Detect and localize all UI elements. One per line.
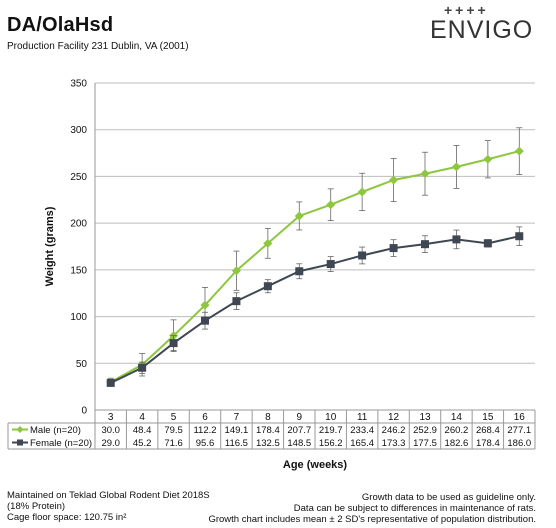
male-point xyxy=(231,266,241,276)
female-point xyxy=(421,240,429,249)
x-tick-label: 8 xyxy=(265,412,271,423)
x-tick-label: 11 xyxy=(357,412,368,423)
female-data-label: 71.6 xyxy=(164,438,183,449)
footer-right-line: Data can be subject to differences in ma… xyxy=(293,503,536,514)
male-data-label: 219.7 xyxy=(319,425,343,436)
male-point xyxy=(263,238,273,248)
female-point xyxy=(358,251,367,260)
male-point xyxy=(200,300,210,310)
female-point xyxy=(106,378,115,387)
female-point xyxy=(515,232,524,241)
footer-left-line: Maintained on Teklad Global Rodent Diet … xyxy=(7,490,210,501)
male-point xyxy=(483,154,493,164)
y-tick-label: 250 xyxy=(70,172,87,183)
female-point xyxy=(452,235,461,244)
female-point xyxy=(389,244,398,253)
female-point xyxy=(263,282,272,291)
x-tick-label: 3 xyxy=(108,412,114,423)
female-legend-label: Female (n=20) xyxy=(30,438,92,449)
female-data-label: 45.2 xyxy=(133,438,152,449)
x-tick-label: 15 xyxy=(482,412,494,423)
x-tick-label: 13 xyxy=(419,412,431,423)
male-data-label: 233.4 xyxy=(350,425,374,436)
female-data-label: 148.5 xyxy=(287,438,311,449)
y-tick-label: 100 xyxy=(70,312,87,323)
male-point xyxy=(326,200,336,210)
male-data-label: 112.2 xyxy=(193,425,216,436)
y-tick-label: 200 xyxy=(70,219,87,230)
female-data-label: 29.0 xyxy=(101,438,120,449)
female-data-label: 178.4 xyxy=(476,438,500,449)
page-title: DA/OlaHsd xyxy=(7,14,114,36)
y-axis-label: Weight (grams) xyxy=(44,206,56,286)
logo-mark: ++++ xyxy=(444,2,489,18)
growth-chart: 0 50 100 150 200 250 300 350 Weight (grams) 3 4 5 6 7… xyxy=(7,79,536,471)
male-point xyxy=(420,169,430,179)
male-point xyxy=(357,187,367,197)
female-data-label: 156.2 xyxy=(319,438,343,449)
footer-right-line: Growth chart includes mean ± 2 SD's repr… xyxy=(208,514,536,525)
footer-left-line: (18% Protein) xyxy=(7,501,66,512)
male-legend-marker xyxy=(16,426,24,433)
male-data-label: 246.2 xyxy=(382,425,406,436)
x-tick-label: 10 xyxy=(325,412,337,423)
male-data-label: 277.1 xyxy=(507,425,531,436)
x-tick-label: 9 xyxy=(297,412,303,423)
female-data-label: 132.5 xyxy=(256,438,280,449)
female-data-label: 173.3 xyxy=(382,438,406,449)
male-data-label: 30.0 xyxy=(101,425,120,436)
x-tick-label: 14 xyxy=(451,412,463,423)
x-tick-label: 7 xyxy=(234,412,240,423)
male-point xyxy=(451,162,461,172)
envigo-logo: ++++ ENVIGO xyxy=(430,2,534,46)
male-data-label: 79.5 xyxy=(164,425,183,436)
male-point xyxy=(294,211,304,221)
female-point xyxy=(295,267,304,276)
male-data-label: 252.9 xyxy=(413,425,437,436)
male-point xyxy=(389,175,399,185)
female-point xyxy=(232,297,241,306)
male-data-label: 149.1 xyxy=(225,425,249,436)
female-point xyxy=(483,239,492,248)
logo-text: ENVIGO xyxy=(430,16,534,44)
male-legend-label: Male (n=20) xyxy=(30,425,81,436)
male-data-label: 178.4 xyxy=(256,425,280,436)
footer-left-line: Cage floor space: 120.75 in² xyxy=(7,512,127,523)
y-tick-label: 300 xyxy=(70,125,87,136)
x-tick-label: 16 xyxy=(514,412,526,423)
male-point xyxy=(514,146,524,156)
male-data-label: 207.7 xyxy=(287,425,311,436)
female-data-label: 177.5 xyxy=(413,438,437,449)
footer-right-line: Growth data to be used as guideline only… xyxy=(361,492,536,503)
male-data-label: 260.2 xyxy=(445,425,469,436)
female-data-label: 186.0 xyxy=(507,438,531,449)
y-tick-label: 350 xyxy=(70,79,87,90)
female-series-line xyxy=(110,235,520,384)
female-legend-marker xyxy=(17,439,23,446)
y-tick-label: 0 xyxy=(81,406,87,417)
y-tick-label: 50 xyxy=(76,359,88,370)
x-tick-label: 4 xyxy=(139,412,145,423)
female-data-label: 116.5 xyxy=(225,438,248,449)
male-data-label: 268.4 xyxy=(476,425,500,436)
male-series-line xyxy=(110,150,520,383)
female-point xyxy=(169,339,178,348)
page-subtitle: Production Facility 231 Dublin, VA (2001… xyxy=(7,41,189,52)
footer-right: Growth data to be used as guideline only… xyxy=(208,492,536,525)
x-tick-label: 5 xyxy=(171,412,177,423)
female-data-label: 165.4 xyxy=(350,438,374,449)
female-point xyxy=(326,260,335,269)
y-tick-label: 150 xyxy=(70,265,87,276)
male-data-label: 48.4 xyxy=(133,425,152,436)
x-tick-label: 12 xyxy=(388,412,400,423)
female-point xyxy=(138,363,147,372)
footer-left: Maintained on Teklad Global Rodent Diet … xyxy=(7,490,210,523)
x-axis-label: Age (weeks) xyxy=(283,459,348,471)
female-data-label: 95.6 xyxy=(196,438,215,449)
female-data-label: 182.6 xyxy=(445,438,469,449)
x-tick-label: 6 xyxy=(202,412,208,423)
female-point xyxy=(201,316,209,325)
